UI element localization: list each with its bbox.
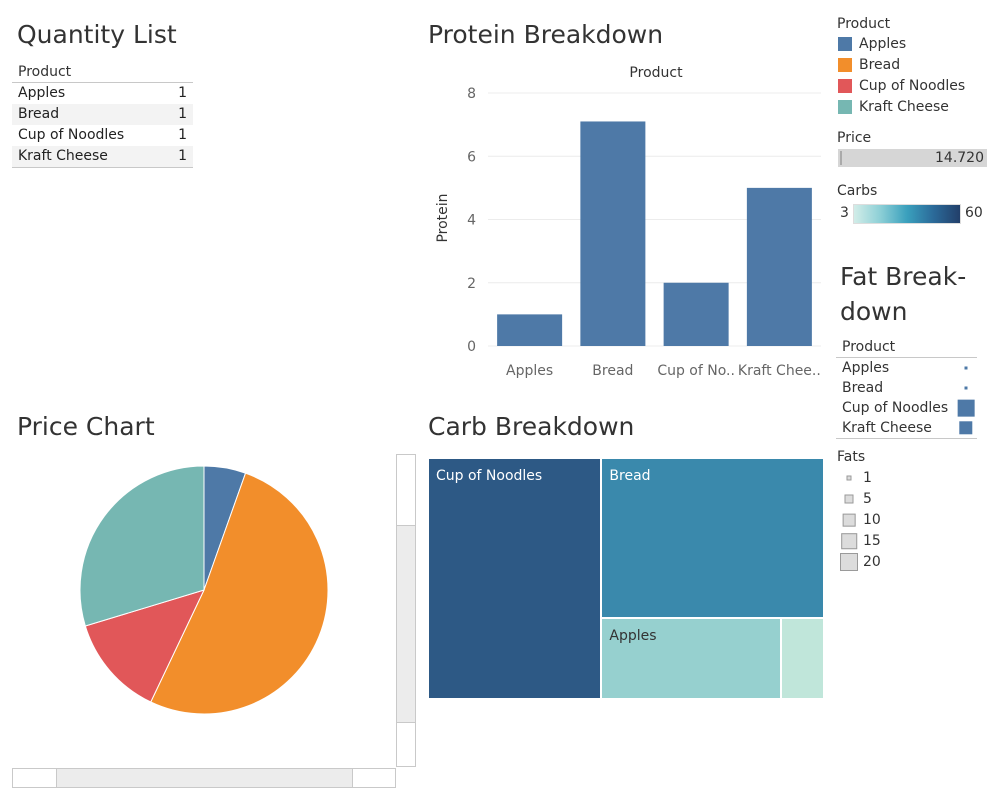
y-tick-label: 2	[467, 276, 476, 292]
fats-size-swatch	[846, 475, 852, 481]
bar-chart-header: Product	[629, 65, 683, 81]
product-cell: Bread	[842, 380, 884, 396]
x-tick-label: Bread	[592, 363, 633, 379]
bar	[580, 121, 646, 347]
fat-size-mark	[957, 399, 975, 417]
fats-size-swatch	[841, 533, 857, 549]
fats-legend-title: Fats	[837, 449, 866, 465]
quantity-table: Product Apples 1 Bread 1 Cup of Noodles 1 Kraf…	[12, 62, 193, 168]
x-tick-label: Cup of No..	[657, 363, 735, 379]
price-legend-title: Price	[837, 130, 872, 146]
legend-item[interactable]: Cup of Noodles	[838, 78, 965, 94]
horizontal-scrollbar[interactable]	[12, 768, 396, 788]
fats-size-swatch	[844, 494, 854, 504]
product-cell: Apples	[842, 360, 890, 376]
carbs-legend-title: Carbs	[837, 183, 878, 199]
carb-treemap: Cup of Noodles Bread Apples	[428, 458, 824, 699]
legend-item[interactable]: Kraft Cheese	[838, 99, 949, 115]
product-cell: Cup of Noodles	[18, 127, 125, 143]
quantity-cell: 1	[178, 106, 187, 122]
quantity-cell: 1	[178, 127, 187, 143]
fats-size-label: 10	[863, 512, 881, 528]
protein-bar-chart: Product 0 2 4 6 8 Protein Apples Bread Cup of No.…	[435, 65, 821, 379]
bar	[746, 187, 812, 346]
quantity-cell: 1	[178, 148, 187, 164]
legend-label: Bread	[859, 57, 901, 73]
price-legend-tick	[840, 151, 842, 165]
fats-size-label: 5	[863, 491, 872, 507]
legend-label: Apples	[859, 36, 907, 52]
table-row: Bread 1	[12, 104, 193, 125]
fat-table-body: Apples Bread Cup of Noodles Kraft Cheese	[836, 358, 977, 439]
vertical-scrollbar[interactable]	[396, 454, 416, 767]
pie-slice	[79, 465, 205, 627]
x-tick-label: Kraft Chee..	[738, 363, 821, 379]
legend-label: Kraft Cheese	[859, 99, 949, 115]
fat-breakdown-table: Product Apples Bread Cup of Noodles Kraft C…	[836, 337, 977, 439]
table-row: Apples 1	[12, 83, 193, 104]
table-row: Apples	[836, 358, 977, 378]
product-cell: Bread	[18, 106, 60, 122]
fat-size-mark	[964, 386, 968, 390]
price-pie-chart	[79, 465, 329, 715]
y-tick-label: 4	[467, 213, 476, 229]
treemap-label: Apples	[609, 627, 657, 644]
fats-size-swatch	[842, 513, 856, 527]
fat-size-mark	[959, 421, 973, 435]
table-row: Cup of Noodles	[836, 398, 977, 418]
bar	[663, 282, 729, 346]
price-legend-bar: 14.720	[838, 149, 987, 167]
fats-size-label: 20	[863, 554, 881, 570]
table-row: Kraft Cheese	[836, 418, 977, 438]
carbs-color-ramp	[853, 204, 961, 224]
legend-swatch	[838, 58, 852, 72]
table-row: Bread	[836, 378, 977, 398]
fats-size-label: 15	[863, 533, 881, 549]
fats-size-label: 1	[863, 470, 872, 486]
product-cell: Kraft Cheese	[18, 148, 108, 164]
pie-slice	[84, 589, 205, 703]
treemap-cell: Apples	[601, 617, 782, 699]
legend-label: Cup of Noodles	[859, 78, 966, 94]
product-cell: Apples	[18, 85, 66, 101]
fat-breakdown-title: Fat Break- down	[840, 262, 967, 326]
y-tick-label: 0	[467, 339, 476, 355]
quantity-list-title: Quantity List	[17, 20, 177, 49]
treemap-label: Bread	[609, 468, 651, 484]
quantity-cell: 1	[178, 85, 187, 101]
price-legend-value: 14.720	[935, 150, 984, 166]
product-cell: Cup of Noodles	[842, 400, 949, 416]
fat-table-header: Product	[836, 337, 977, 358]
price-chart-title: Price Chart	[17, 412, 155, 441]
treemap-cell	[781, 617, 824, 699]
fat-size-mark	[964, 366, 968, 370]
protein-breakdown-title: Protein Breakdown	[428, 20, 664, 49]
carbs-legend-max: 60	[965, 205, 983, 221]
legend-item[interactable]: Bread	[838, 57, 900, 73]
legend-swatch	[838, 79, 852, 93]
treemap-cell: Cup of Noodles	[428, 458, 602, 699]
table-row: Kraft Cheese 1	[12, 146, 193, 167]
quantity-table-body: Apples 1 Bread 1 Cup of Noodles 1 Kraft Cheese…	[12, 83, 193, 168]
legend-item[interactable]: Apples	[838, 36, 906, 52]
pie-slice	[150, 472, 329, 715]
y-tick-label: 6	[467, 149, 476, 165]
horizontal-scrollbar-thumb[interactable]	[56, 768, 353, 788]
legend-swatch	[838, 100, 852, 114]
x-tick-label: Apples	[506, 363, 553, 379]
bar	[497, 314, 563, 346]
y-axis-label: Protein	[435, 193, 451, 242]
fats-size-swatch	[840, 553, 858, 571]
vertical-scrollbar-thumb[interactable]	[396, 525, 416, 723]
legend-swatch	[838, 37, 852, 51]
quantity-table-header: Product	[12, 62, 193, 83]
carb-breakdown-title: Carb Breakdown	[428, 412, 635, 441]
treemap-label: Cup of Noodles	[436, 468, 543, 484]
product-legend-title: Product	[837, 16, 891, 32]
y-tick-label: 8	[467, 86, 476, 102]
treemap-cell: Bread	[601, 458, 824, 618]
carbs-legend-min: 3	[840, 205, 849, 221]
table-row: Cup of Noodles 1	[12, 125, 193, 146]
product-cell: Kraft Cheese	[842, 420, 932, 436]
